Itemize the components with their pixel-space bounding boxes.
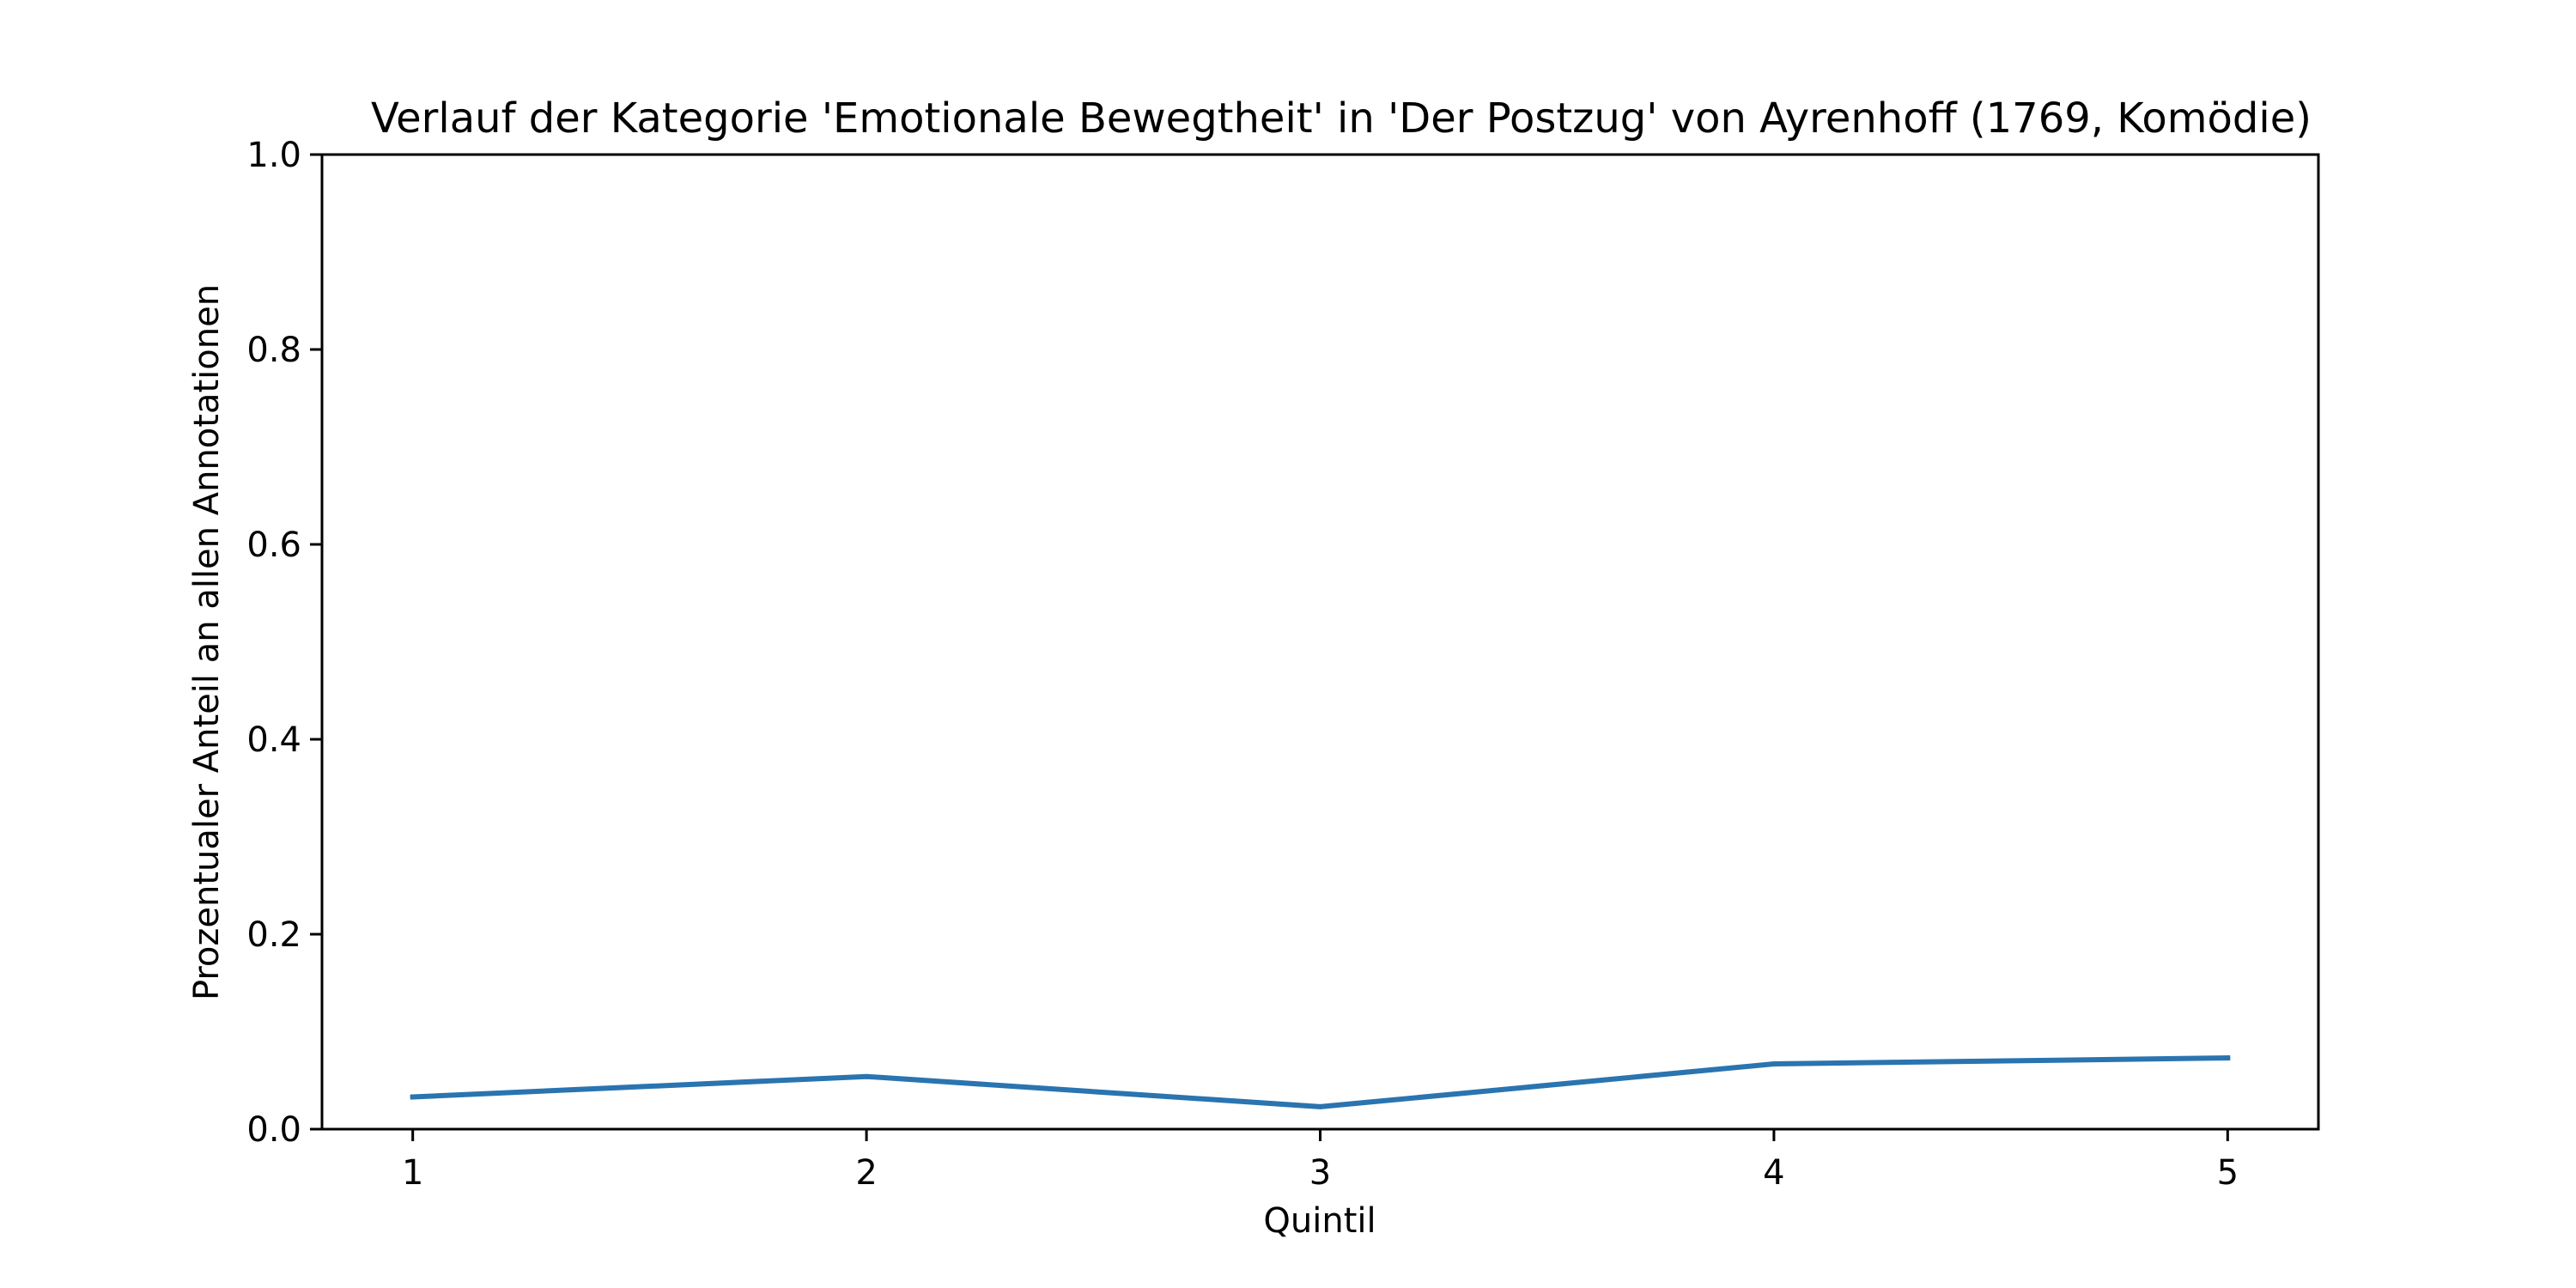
x-tick-label: 1 bbox=[402, 1153, 423, 1193]
x-tick-label: 2 bbox=[855, 1153, 877, 1193]
y-tick-label: 0.8 bbox=[246, 331, 301, 370]
data-point bbox=[1317, 1103, 1323, 1109]
y-axis-label: Prozentualer Anteil an allen Annotatione… bbox=[187, 284, 227, 1000]
data-point bbox=[864, 1073, 870, 1079]
y-tick-label: 0.0 bbox=[246, 1110, 301, 1150]
chart-title: Verlauf der Kategorie 'Emotionale Bewegt… bbox=[371, 94, 2312, 143]
series-layer bbox=[410, 1055, 2231, 1109]
x-axis-label: Quintil bbox=[1263, 1201, 1376, 1241]
series-line bbox=[410, 1055, 2231, 1109]
plot-area-frame bbox=[320, 153, 2320, 1131]
data-point bbox=[2225, 1055, 2231, 1061]
data-point bbox=[1771, 1060, 1777, 1066]
x-axis: 1 2 3 4 5 bbox=[402, 1129, 2239, 1193]
y-tick-label: 1.0 bbox=[246, 136, 301, 175]
x-tick-label: 5 bbox=[2217, 1153, 2239, 1193]
x-tick-label: 3 bbox=[1309, 1153, 1331, 1193]
y-tick-label: 0.6 bbox=[246, 526, 301, 565]
y-tick-label: 0.4 bbox=[246, 720, 301, 760]
x-tick-label: 4 bbox=[1763, 1153, 1784, 1193]
y-tick-label: 0.2 bbox=[246, 915, 301, 955]
data-point bbox=[410, 1094, 416, 1100]
y-axis: 0.0 0.2 0.4 0.6 0.8 1.0 bbox=[246, 136, 322, 1150]
